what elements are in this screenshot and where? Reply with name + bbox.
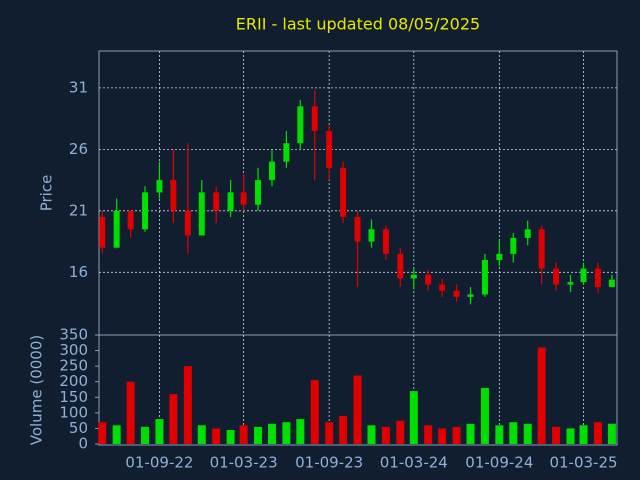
x-tick-label: 01-09-23 [295, 454, 363, 472]
volume-bar [226, 429, 235, 444]
volume-bar [566, 428, 575, 444]
y-tick-label: 16 [69, 263, 88, 281]
candle-body [510, 237, 517, 254]
price-frame [98, 50, 618, 336]
volume-bar [155, 419, 164, 444]
volume-tick-label: 200 [59, 372, 88, 390]
y-tick-label: 21 [69, 201, 88, 219]
volume-bar [537, 347, 546, 444]
candle-body [608, 279, 615, 288]
volume-bar [353, 375, 362, 444]
candle-body [524, 229, 531, 238]
volume-tick-label: 350 [59, 326, 88, 344]
volume-bar [466, 423, 475, 444]
x-tick-label: 01-09-24 [465, 454, 533, 472]
x-tick-label: 01-03-23 [210, 454, 278, 472]
volume-bar [452, 426, 461, 444]
volume-bar [579, 425, 588, 444]
candle-body [297, 106, 304, 144]
volume-tick-label: 250 [59, 357, 88, 375]
volume-bar [183, 366, 192, 444]
volume-bar [296, 419, 305, 444]
volume-bar [367, 425, 376, 444]
volume-bar [197, 425, 206, 444]
candle-body [198, 192, 205, 236]
volume-bar [282, 422, 291, 444]
volume-axis-label: Volume (0000) [28, 335, 46, 445]
volume-bar [254, 426, 263, 444]
volume-bar [381, 426, 390, 444]
volume-bar [593, 422, 602, 444]
volume-bar [509, 422, 518, 444]
volume-bar [126, 381, 135, 444]
candle-body [567, 282, 574, 285]
volume-bar [495, 425, 504, 444]
volume-bar [409, 391, 418, 444]
candle-body [184, 210, 191, 236]
candle-body [240, 192, 247, 205]
candle-body [553, 268, 560, 285]
x-tick-label: 01-09-22 [125, 454, 193, 472]
volume-bar [438, 428, 447, 444]
candle-body [156, 180, 163, 193]
candle-body [425, 274, 432, 285]
volume-bar [480, 387, 489, 444]
chart-title: ERII - last updated 08/05/2025 [236, 15, 480, 34]
volume-bar [424, 425, 433, 444]
candle-body [113, 210, 120, 248]
candle-body [127, 210, 134, 230]
volume-tick-label: 300 [59, 341, 88, 359]
volume-bar [98, 422, 107, 444]
volume-tick-label: 50 [69, 419, 88, 437]
candle-body [368, 229, 375, 242]
candle-body [496, 253, 503, 261]
volume-bar [310, 380, 319, 444]
volume-bar [141, 426, 150, 444]
volume-tick-label: 150 [59, 388, 88, 406]
y-axis-label: Price [38, 175, 56, 212]
candle-body [99, 216, 106, 248]
candle-body [311, 106, 318, 131]
candle-body [340, 167, 347, 217]
y-tick-label: 31 [69, 78, 88, 96]
volume-bar [552, 426, 561, 444]
candle-body [481, 260, 488, 295]
candle-body [255, 180, 262, 205]
x-tick-label: 01-03-25 [549, 454, 617, 472]
candle-body [142, 192, 149, 230]
candle-body [467, 294, 474, 297]
volume-bar [112, 425, 121, 444]
candle-body [594, 268, 601, 288]
candle-body [538, 229, 545, 269]
candle-body [410, 274, 417, 279]
candle-body [580, 268, 587, 283]
volume-bar [339, 415, 348, 444]
volume-bar [212, 428, 221, 444]
volume-bar [325, 422, 334, 444]
volume-bar [267, 423, 276, 444]
volume-tick-label: 100 [59, 403, 88, 421]
volume-bar [169, 394, 178, 444]
candle-body [397, 253, 404, 279]
candle-body [268, 161, 275, 181]
volume-bar [396, 420, 405, 444]
x-tick-label: 01-03-24 [380, 454, 448, 472]
candle-body [439, 284, 446, 291]
candle-body [283, 143, 290, 162]
volume-bar [523, 423, 532, 444]
volume-bar [607, 423, 616, 444]
volume-frame [98, 334, 618, 446]
volume-bar [239, 425, 248, 444]
candle-body [213, 192, 220, 211]
candle-body [170, 180, 177, 211]
volume-tick-label: 0 [78, 435, 88, 453]
candle-body [227, 192, 234, 211]
y-tick-label: 26 [69, 140, 88, 158]
candle-body [354, 216, 361, 242]
candle-body [382, 229, 389, 254]
candle-body [326, 130, 333, 168]
candle-body [453, 290, 460, 297]
